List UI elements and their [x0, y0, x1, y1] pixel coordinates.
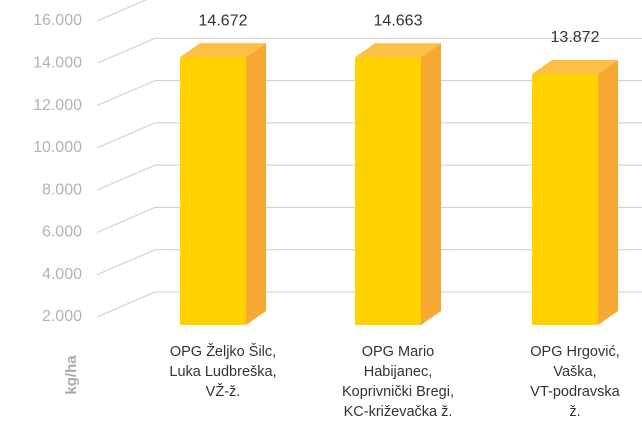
y-tick-label: 6.000 [42, 224, 82, 241]
x-tick-label: KC-križevačka ž. [344, 404, 453, 420]
x-tick-label: OPG Mario [362, 344, 435, 360]
grid-line [96, 37, 642, 64]
grid-line [96, 0, 147, 22]
x-tick-label: OPG Hrgović, [530, 344, 619, 360]
y-axis-label: kg/ha [63, 355, 80, 395]
bar [355, 57, 421, 325]
y-tick-label: 12.000 [33, 97, 82, 114]
grid-line [96, 206, 642, 233]
bar-top [355, 43, 441, 58]
y-tick-label: 16.000 [33, 12, 82, 29]
y-tick-label: 2.000 [42, 308, 82, 325]
bar-top [180, 43, 266, 58]
x-tick-label: VT-podravska [530, 384, 620, 400]
value-label: 13.872 [551, 29, 600, 46]
x-tick-label: Habijanec, [364, 364, 433, 380]
grid-line [96, 122, 642, 149]
x-tick-label: ž. [569, 404, 580, 420]
grid-line [96, 249, 642, 276]
grid-line [96, 80, 642, 107]
x-tick-label: Luka Ludbreška, [169, 364, 276, 380]
y-tick-label: 8.000 [42, 181, 82, 198]
value-label: 14.663 [374, 12, 423, 29]
x-tick-label: Koprivnički Bregi, [342, 384, 454, 400]
bar [180, 57, 246, 326]
bar-side [598, 59, 618, 325]
value-label: 14.672 [199, 12, 248, 29]
y-tick-label: 10.000 [33, 139, 82, 156]
x-tick-label: VŽ-ž. [206, 383, 241, 400]
y-tick-label: 4.000 [42, 266, 82, 283]
x-tick-label: OPG Željko Šilc, [170, 343, 276, 360]
bar [532, 73, 598, 325]
y-tick-label: 14.000 [33, 55, 82, 72]
x-tick-label: Vaška, [553, 364, 596, 380]
bar-side [421, 43, 441, 325]
grid-line [96, 291, 642, 318]
bar-side [246, 43, 266, 326]
grid-line [96, 164, 642, 191]
bar-top [532, 59, 618, 74]
